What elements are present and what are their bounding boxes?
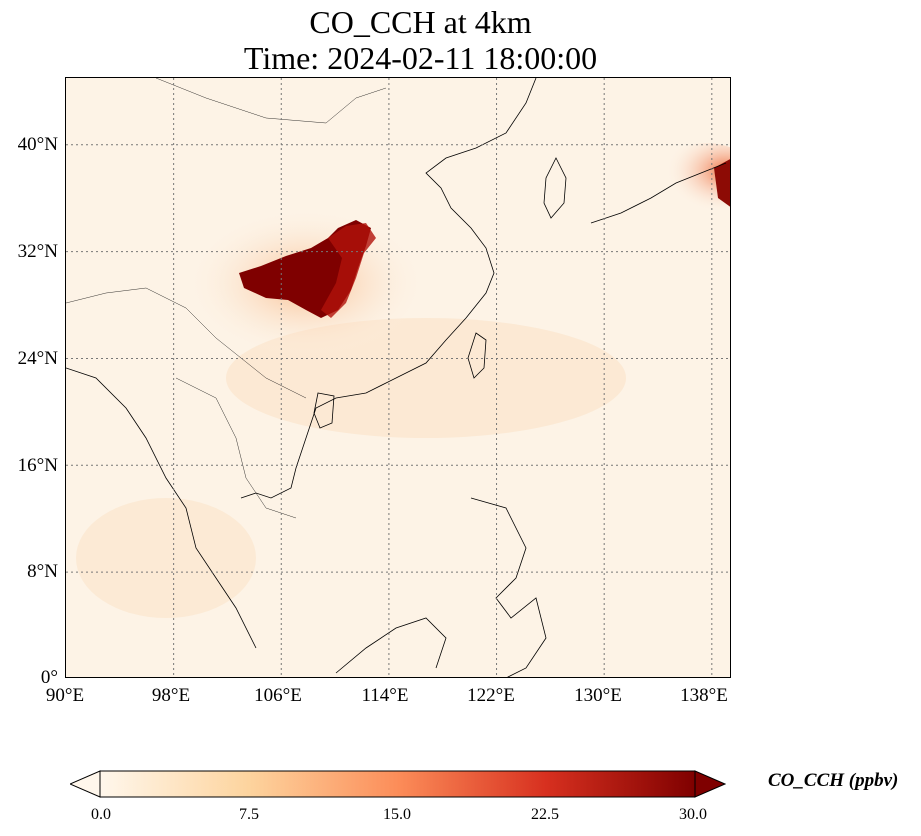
- colorbar-min-extend: [68, 770, 101, 798]
- lon-tick: 130°E: [574, 685, 622, 706]
- colorbar-tick: 30.0: [679, 806, 707, 823]
- map-time: Time: 2024-02-11 18:00:00: [243, 40, 598, 76]
- borders: [66, 78, 387, 519]
- colorbar: [68, 770, 727, 798]
- lat-tick: 8°N: [27, 561, 58, 582]
- map-panel[interactable]: [65, 77, 731, 678]
- gridlines: [66, 78, 730, 677]
- colorbar-label: CO_CCH (ppbv): [768, 770, 899, 791]
- colorbar-tick: 7.5: [239, 806, 259, 823]
- colorbar-tick: 22.5: [531, 806, 559, 823]
- faint-plume: [76, 498, 256, 618]
- lat-tick: 16°N: [17, 455, 58, 476]
- lat-tick: 40°N: [17, 134, 58, 155]
- lat-tick: 24°N: [17, 348, 58, 369]
- lon-tick: 114°E: [361, 685, 409, 706]
- japan-plume-halo: [656, 143, 730, 213]
- lat-tick: 32°N: [17, 241, 58, 262]
- lon-tick: 90°E: [45, 685, 85, 706]
- colorbar-tick: 0.0: [91, 806, 111, 823]
- lat-tick: 0°: [40, 667, 58, 688]
- coastlines: [66, 78, 727, 677]
- lon-tick: 106°E: [254, 685, 302, 706]
- main-plume-edge: [321, 223, 376, 318]
- map-title: CO_CCH at 4km: [309, 4, 532, 40]
- lon-tick: 98°E: [151, 685, 191, 706]
- lon-tick: 122°E: [467, 685, 515, 706]
- japan-plume: [714, 159, 730, 207]
- colorbar-gradient: [99, 770, 696, 798]
- map-svg: [66, 78, 730, 677]
- colorbar-tick: 15.0: [383, 806, 411, 823]
- lon-tick: 138°E: [680, 685, 728, 706]
- colorbar-max-extend: [694, 770, 727, 798]
